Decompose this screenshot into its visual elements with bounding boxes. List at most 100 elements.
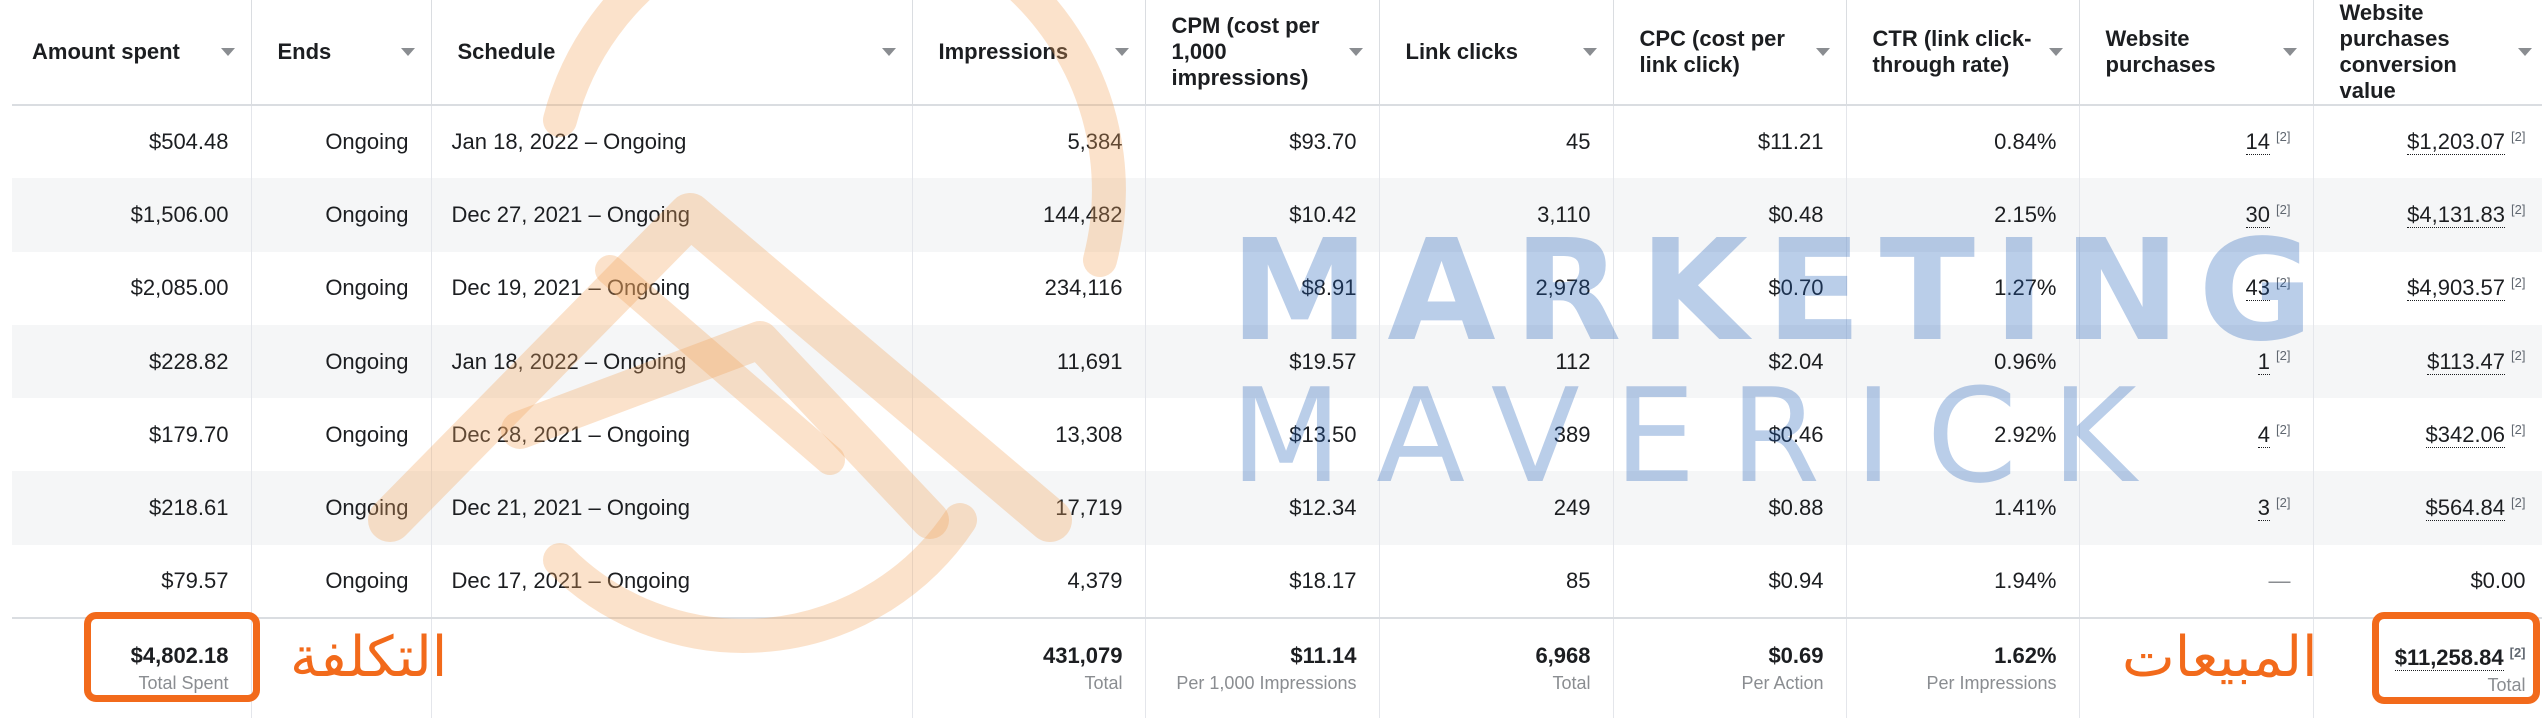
footnote-marker[interactable]: [2]: [2276, 201, 2291, 217]
total-schedule-empty: [431, 617, 913, 719]
cell-impressions: 5,384: [912, 105, 1146, 179]
sort-caret-icon[interactable]: [1348, 48, 1363, 56]
cell-conversion-value[interactable]: $113.47 [2]: [2313, 324, 2542, 399]
table-row[interactable]: $228.82 Ongoing Jan 18, 2022 – Ongoing 1…: [0, 324, 2542, 399]
cell-schedule: Dec 27, 2021 – Ongoing: [431, 178, 913, 252]
footnote-marker[interactable]: [2]: [2509, 644, 2526, 660]
cell-cpc: $11.21: [1613, 105, 1847, 179]
col-header-website-purchases[interactable]: Website purchases: [2079, 0, 2314, 106]
cell-conversion-value: $0.00: [2313, 544, 2542, 619]
col-header-impressions[interactable]: Impressions: [912, 0, 1146, 106]
footnote-marker[interactable]: [2]: [2511, 348, 2526, 364]
cell-conversion-value[interactable]: $4,131.83 [2]: [2313, 178, 2542, 252]
sort-caret-icon[interactable]: [2048, 48, 2063, 56]
footnote-marker[interactable]: [2]: [2276, 275, 2291, 291]
conversion-value[interactable]: $4,131.83: [2407, 202, 2506, 229]
cell-conversion-value[interactable]: $342.06 [2]: [2313, 398, 2542, 472]
cell-ends: Ongoing: [251, 105, 432, 179]
cell-ends: Ongoing: [251, 471, 432, 545]
sort-caret-icon[interactable]: [1815, 48, 1830, 56]
cell-cpc: $0.46: [1613, 398, 1847, 472]
total-label: Total: [1552, 672, 1591, 693]
cell-conversion-value[interactable]: $4,903.57 [2]: [2313, 251, 2542, 325]
sort-caret-icon[interactable]: [881, 48, 896, 56]
purchases-value[interactable]: 14: [2245, 129, 2271, 156]
col-label: Website purchases: [2105, 26, 2216, 77]
table-row[interactable]: $504.48 Ongoing Jan 18, 2022 – Ongoing 5…: [0, 105, 2542, 179]
conversion-value[interactable]: $4,903.57: [2407, 275, 2506, 302]
sort-caret-icon[interactable]: [1114, 48, 1129, 56]
footnote-marker[interactable]: [2]: [2511, 421, 2526, 437]
cell-purchases[interactable]: 43 [2]: [2079, 251, 2314, 325]
conversion-value[interactable]: $1,203.07: [2407, 129, 2506, 156]
cell-schedule: Dec 17, 2021 – Ongoing: [431, 544, 913, 619]
col-label: Schedule: [457, 39, 556, 64]
conversion-value[interactable]: $113.47: [2427, 348, 2506, 375]
cell-purchases[interactable]: 4 [2]: [2079, 398, 2314, 472]
cell-cpc: $0.94: [1613, 544, 1847, 619]
cell-purchases: —: [2079, 544, 2314, 619]
sort-caret-icon[interactable]: [2517, 48, 2532, 56]
purchases-value[interactable]: 3: [2257, 495, 2271, 522]
sort-caret-icon[interactable]: [2282, 48, 2297, 56]
cell-purchases[interactable]: 14 [2]: [2079, 105, 2314, 179]
footnote-marker[interactable]: [2]: [2511, 494, 2526, 510]
sort-caret-icon[interactable]: [400, 48, 415, 56]
footnote-marker[interactable]: [2]: [2276, 348, 2291, 364]
cell-conversion-value[interactable]: $1,203.07 [2]: [2313, 105, 2542, 179]
cell-amount: $79.57: [0, 544, 252, 619]
total-label: Per Action: [1741, 672, 1824, 693]
table-row[interactable]: $218.61 Ongoing Dec 21, 2021 – Ongoing 1…: [0, 471, 2542, 545]
cell-amount: $504.48: [0, 105, 252, 179]
cell-ctr: 0.84%: [1846, 105, 2080, 179]
footnote-marker[interactable]: [2]: [2511, 201, 2526, 217]
purchases-value[interactable]: 1: [2257, 348, 2271, 375]
footnote-marker[interactable]: [2]: [2511, 275, 2526, 291]
col-header-cpm[interactable]: CPM (cost per 1,000 impressions): [1145, 0, 1380, 106]
total-label: Per Impressions: [1926, 672, 2057, 693]
conversion-value[interactable]: $342.06: [2425, 422, 2506, 448]
cell-impressions: 144,482: [912, 178, 1146, 252]
cell-impressions: 234,116: [912, 251, 1146, 325]
purchases-value[interactable]: 43: [2245, 275, 2271, 302]
col-header-ctr[interactable]: CTR (link click-through rate): [1846, 0, 2080, 106]
table-row[interactable]: $179.70 Ongoing Dec 28, 2021 – Ongoing 1…: [0, 398, 2542, 472]
footnote-marker[interactable]: [2]: [2511, 128, 2526, 144]
annotation-sales: المبيعات: [2122, 625, 2318, 690]
table-row[interactable]: $79.57 Ongoing Dec 17, 2021 – Ongoing 4,…: [0, 544, 2542, 619]
sort-caret-icon[interactable]: [220, 48, 235, 56]
col-header-link-clicks[interactable]: Link clicks: [1379, 0, 1614, 106]
col-header-conversion-value[interactable]: Website purchases conversion value: [2313, 0, 2542, 106]
cell-cpm: $19.57: [1145, 324, 1380, 399]
cell-cpm: $18.17: [1145, 544, 1380, 619]
col-label: CPC (cost per link click): [1639, 26, 1785, 77]
footnote-marker[interactable]: [2]: [2276, 421, 2291, 437]
col-label: CPM (cost per 1,000 impressions): [1171, 13, 1320, 90]
footnote-marker[interactable]: [2]: [2276, 494, 2291, 510]
purchases-value[interactable]: 4: [2257, 422, 2271, 448]
cell-purchases[interactable]: 30 [2]: [2079, 178, 2314, 252]
cell-ctr: 1.94%: [1846, 544, 2080, 619]
col-header-ends[interactable]: Ends: [251, 0, 432, 106]
sort-caret-icon[interactable]: [1582, 48, 1597, 56]
total-value: 6,968: [1535, 642, 1591, 668]
cell-conversion-value[interactable]: $564.84 [2]: [2313, 471, 2542, 545]
highlight-box-total-spent: [84, 612, 260, 702]
cell-cpm: $10.42: [1145, 178, 1380, 252]
cell-ends: Ongoing: [251, 251, 432, 325]
total-value: $11.14: [1290, 642, 1357, 668]
total-value[interactable]: $11,258.84: [2394, 645, 2504, 672]
col-header-schedule[interactable]: Schedule: [431, 0, 913, 106]
table-row[interactable]: $2,085.00 Ongoing Dec 19, 2021 – Ongoing…: [0, 251, 2542, 325]
table-row[interactable]: $1,506.00 Ongoing Dec 27, 2021 – Ongoing…: [0, 178, 2542, 252]
cell-link-clicks: 2,978: [1379, 251, 1614, 325]
conversion-value[interactable]: $564.84: [2425, 495, 2506, 522]
col-header-cpc[interactable]: CPC (cost per link click): [1613, 0, 1847, 106]
col-header-amount-spent[interactable]: Amount spent: [6, 0, 252, 106]
footnote-marker[interactable]: [2]: [2276, 128, 2291, 144]
purchases-value[interactable]: 30: [2245, 202, 2271, 229]
cell-purchases[interactable]: 3 [2]: [2079, 471, 2314, 545]
cell-purchases[interactable]: 1 [2]: [2079, 324, 2314, 399]
total-impressions: 431,079 Total: [912, 617, 1146, 719]
total-label: Per 1,000 Impressions: [1176, 672, 1357, 693]
